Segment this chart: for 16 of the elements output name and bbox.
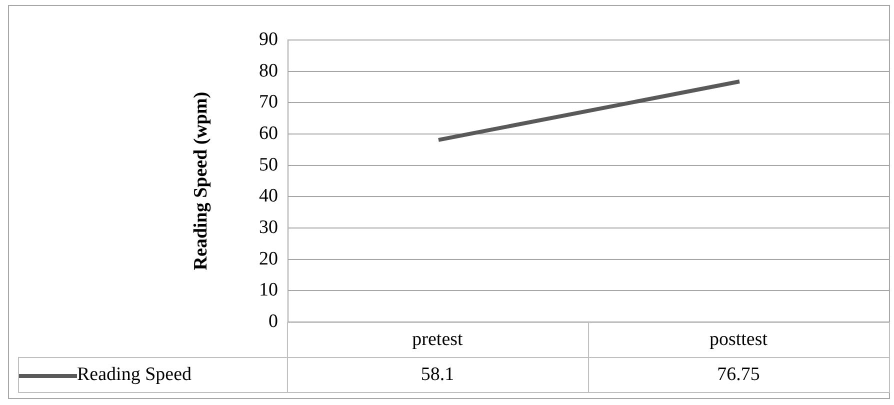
y-tick-label: 10 <box>259 280 278 301</box>
data-label: 76.75 <box>588 358 889 392</box>
y-tick-label: 70 <box>259 92 278 113</box>
y-tick-label: 60 <box>259 122 278 144</box>
y-tick-label: 30 <box>259 216 278 238</box>
y-axis-title: Reading Speed (wpm) <box>190 92 212 270</box>
y-tick-label: 50 <box>259 154 278 176</box>
y-tick-label: 80 <box>259 60 278 82</box>
data-label: 58.1 <box>287 358 588 392</box>
x-tick-label: pretest <box>287 322 588 358</box>
y-tick-label: 90 <box>259 28 278 50</box>
legend-label: Reading Speed <box>18 358 287 392</box>
y-tick-label: 40 <box>259 186 278 207</box>
x-tick-label: posttest <box>588 322 889 358</box>
y-tick-label: 0 <box>268 310 278 332</box>
y-tick-label: 20 <box>259 248 278 270</box>
